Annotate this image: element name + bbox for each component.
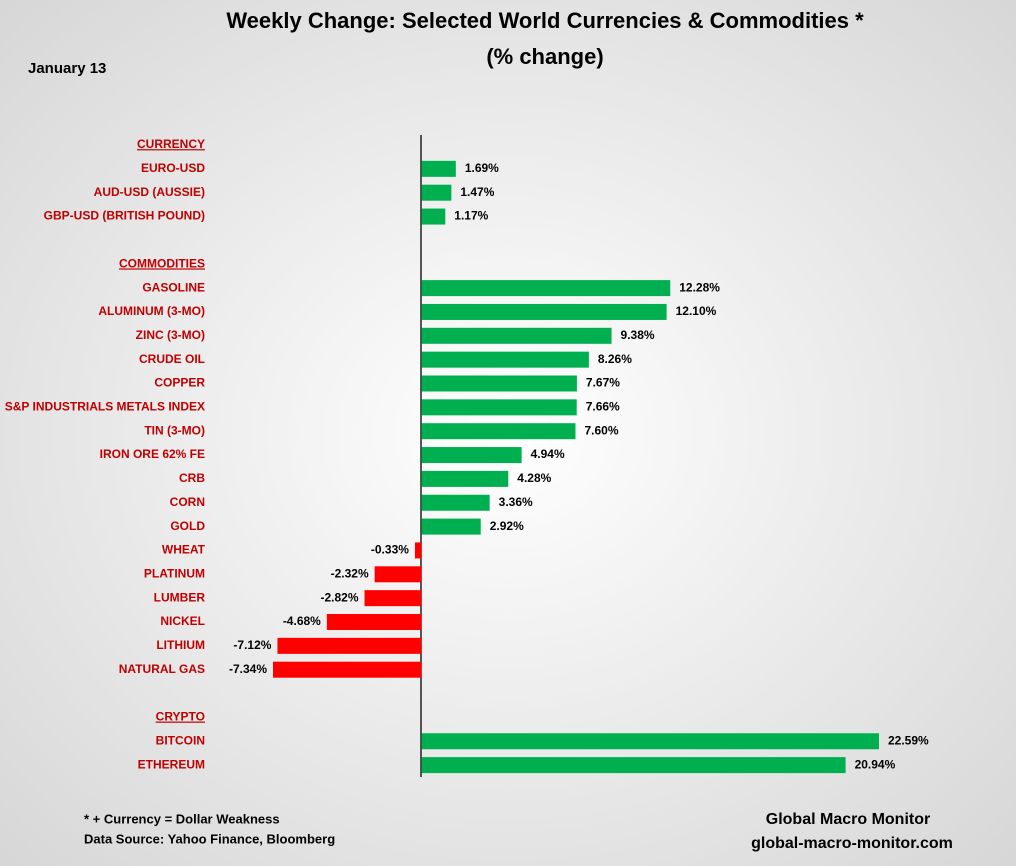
value-label: 4.28% (517, 471, 551, 485)
category-label: ALUMINUM (3-MO) (98, 304, 205, 318)
brand: Global Macro Monitor (766, 811, 930, 828)
bar (421, 351, 589, 368)
value-label: 3.36% (499, 495, 533, 509)
bar (277, 637, 422, 654)
bar (326, 614, 422, 630)
bar (421, 494, 490, 511)
bar (421, 208, 446, 225)
category-label: NICKEL (160, 614, 205, 628)
bar (273, 661, 422, 678)
bar (421, 280, 671, 297)
value-label: -7.34% (229, 662, 267, 676)
category-label: CRUDE OIL (139, 352, 205, 366)
category-label: GOLD (170, 519, 205, 533)
value-label: 20.94% (855, 757, 896, 771)
value-label: 1.47% (460, 185, 494, 199)
bar (421, 470, 509, 487)
bar (414, 542, 422, 559)
bar (421, 757, 846, 774)
category-label: S&P INDUSTRIALS METALS INDEX (5, 400, 205, 414)
value-label: 22.59% (888, 733, 929, 747)
category-label: NATURAL GAS (119, 662, 205, 676)
value-label: 7.67% (586, 376, 620, 390)
bar (421, 184, 452, 201)
value-label: 12.28% (679, 280, 720, 294)
value-label: -2.32% (331, 566, 369, 580)
bar (421, 518, 481, 535)
value-label: -0.33% (371, 543, 409, 557)
value-label: 8.26% (598, 352, 632, 366)
value-label: -4.68% (283, 614, 321, 628)
category-label: WHEAT (162, 543, 206, 557)
category-label: ZINC (3-MO) (136, 328, 205, 342)
category-label: LITHIUM (156, 638, 205, 652)
value-label: 9.38% (621, 328, 655, 342)
bar (421, 303, 667, 320)
category-label: GASOLINE (142, 280, 205, 294)
category-label: AUD-USD (AUSSIE) (94, 185, 205, 199)
category-label: LUMBER (154, 590, 206, 604)
category-label: TIN (3-MO) (144, 423, 205, 437)
section-header: CURRENCY (137, 137, 205, 151)
value-label: 7.66% (586, 400, 620, 414)
footnote: * + Currency = Dollar Weakness (84, 811, 280, 826)
section-header: COMMODITIES (119, 256, 205, 270)
value-label: -7.12% (233, 638, 271, 652)
category-label: ETHEREUM (138, 757, 205, 771)
bar (421, 447, 522, 464)
value-label: 1.17% (454, 209, 488, 223)
value-label: 1.69% (465, 161, 499, 175)
bar (421, 733, 879, 750)
bar (421, 399, 577, 416)
category-label: COPPER (154, 376, 205, 390)
category-label: IRON ORE 62% FE (100, 447, 205, 461)
bar (421, 423, 576, 440)
category-label: GBP-USD (BRITISH POUND) (44, 209, 205, 223)
bar (364, 590, 422, 607)
source: Data Source: Yahoo Finance, Bloomberg (84, 831, 335, 846)
category-label: EURO-USD (141, 161, 205, 175)
category-label: PLATINUM (144, 566, 205, 580)
category-label: BITCOIN (156, 733, 205, 747)
date: January 13 (28, 60, 106, 77)
value-label: 2.92% (490, 519, 524, 533)
value-label: -2.82% (320, 590, 358, 604)
website: global-macro-monitor.com (751, 835, 953, 852)
bar (421, 160, 456, 177)
bar (421, 327, 612, 344)
bar (421, 375, 577, 392)
chart-subtitle: (% change) (486, 44, 603, 69)
chart-title: Weekly Change: Selected World Currencies… (226, 8, 864, 33)
category-label: CRB (179, 471, 205, 485)
category-label: CORN (170, 495, 205, 509)
value-label: 12.10% (676, 304, 717, 318)
value-label: 7.60% (584, 423, 618, 437)
bar (374, 566, 422, 583)
value-label: 4.94% (531, 447, 565, 461)
section-header: CRYPTO (156, 710, 205, 724)
